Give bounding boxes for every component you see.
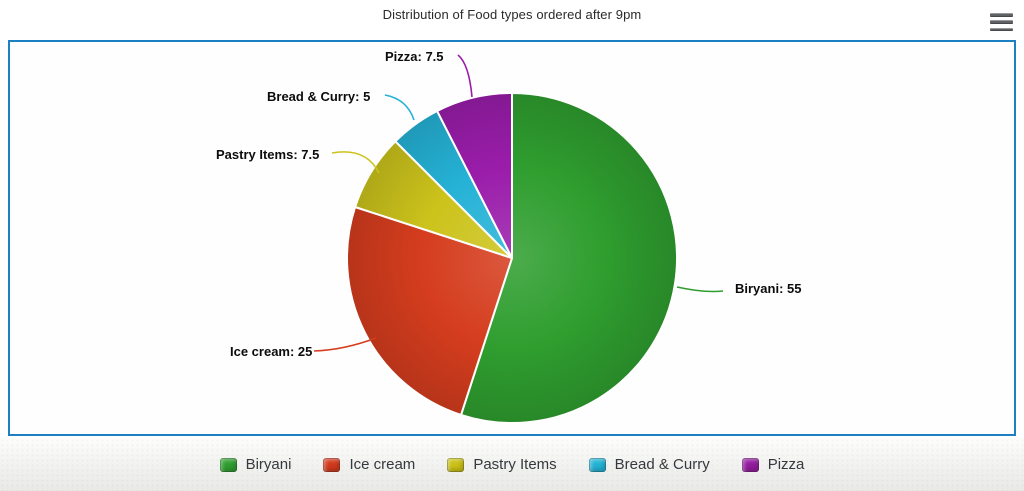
legend-swatch-bread-curry bbox=[588, 457, 606, 472]
legend-item-biryani[interactable]: Biryani bbox=[219, 456, 292, 473]
legend-item-bread-curry[interactable]: Bread & Curry bbox=[588, 456, 710, 473]
slice-label-ice-cream: Ice cream: 25 bbox=[230, 344, 313, 359]
legend-item-pizza[interactable]: Pizza bbox=[741, 456, 805, 473]
label-connector-biryani bbox=[676, 286, 724, 293]
menu-bar bbox=[990, 13, 1013, 17]
legend-swatch-ice-cream bbox=[323, 457, 341, 472]
pie-slice-ice-cream[interactable] bbox=[346, 206, 513, 416]
plot-area: Pizza: 7.5 Bread & Curry: 5 Pastry Items… bbox=[8, 40, 1016, 436]
pie-chart bbox=[313, 54, 724, 424]
legend-label: Ice cream bbox=[349, 456, 416, 473]
slice-label-pastry: Pastry Items: 7.5 bbox=[216, 147, 320, 162]
pie-slice-biryani[interactable] bbox=[460, 92, 678, 424]
slice-label-bread-curry: Bread & Curry: 5 bbox=[267, 89, 371, 104]
legend-label: Pastry Items bbox=[473, 456, 557, 473]
slice-label-pizza: Pizza: 7.5 bbox=[385, 49, 444, 64]
menu-bar bbox=[990, 20, 1013, 24]
label-connector-ice-cream bbox=[313, 337, 377, 352]
legend-label: Bread & Curry bbox=[614, 456, 710, 473]
legend-swatch-biryani bbox=[219, 457, 237, 472]
legend-label: Pizza bbox=[767, 456, 805, 473]
slice-label-biryani: Biryani: 55 bbox=[735, 281, 802, 296]
label-connector-pizza bbox=[457, 54, 473, 98]
menu-bar bbox=[990, 27, 1013, 31]
legend-item-ice-cream[interactable]: Ice cream bbox=[323, 456, 415, 473]
legend-swatch-pizza bbox=[741, 457, 759, 472]
chart-title: Distribution of Food types ordered after… bbox=[382, 7, 642, 22]
hamburger-menu-icon[interactable] bbox=[990, 12, 1015, 32]
label-connector-pastry-items bbox=[331, 151, 380, 174]
legend-item-pastry-items[interactable]: Pastry Items bbox=[447, 456, 557, 473]
pie-slice-pizza[interactable] bbox=[436, 92, 513, 259]
legend-label: Biryani bbox=[245, 456, 292, 473]
label-connector-bread-curry bbox=[384, 94, 415, 121]
legend: Biryani Ice cream Pastry Items Bread & C… bbox=[0, 438, 1024, 491]
legend-swatch-pastry-items bbox=[447, 457, 465, 472]
